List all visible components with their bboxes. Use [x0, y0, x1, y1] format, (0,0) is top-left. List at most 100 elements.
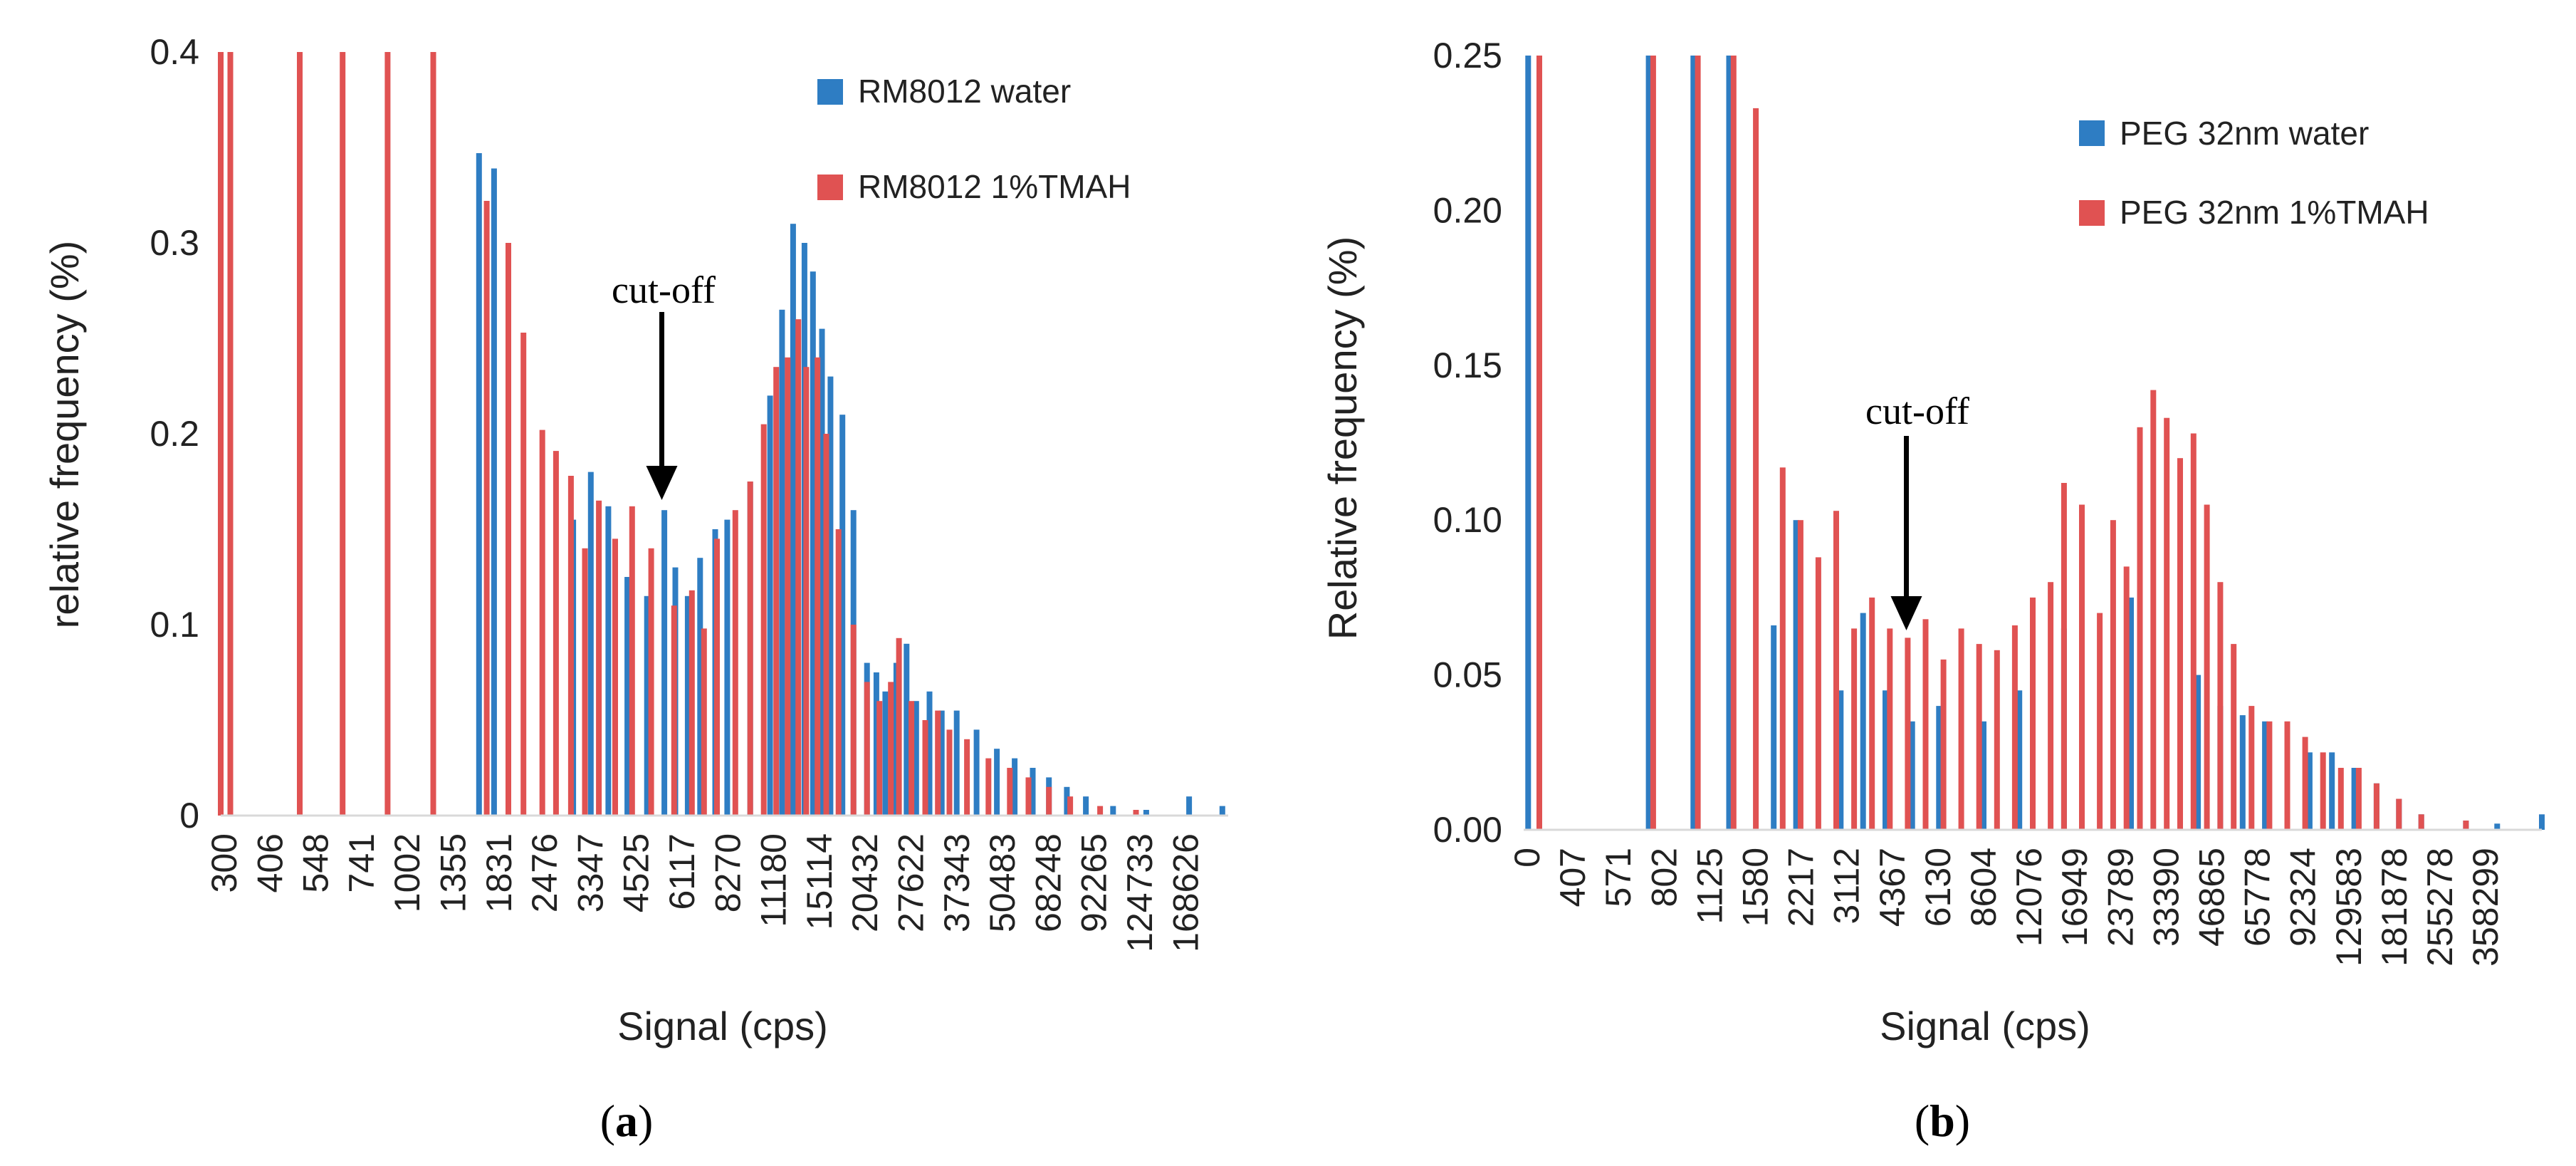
x-tick-label-b-8: 4367 — [1873, 848, 1912, 927]
bar-tmah-a-15 — [629, 506, 635, 816]
bar-tmah-a-34 — [888, 682, 894, 816]
y-axis-title-a: relative frequency (%) — [42, 241, 87, 629]
bar-tmah-b-12 — [1905, 637, 1911, 830]
bar-tmah-a-36 — [909, 701, 915, 816]
bar-tmah-a-8 — [520, 333, 527, 816]
bar-tmah-b-40 — [2355, 768, 2362, 830]
bar-tmah-b-30 — [2190, 433, 2197, 830]
bar-tmah-b-23 — [2097, 613, 2103, 830]
bar-water-a-37 — [1064, 786, 1070, 816]
bar-water-b-5 — [1793, 520, 1799, 830]
bar-tmah-b-42 — [2396, 798, 2402, 830]
bar-tmah-a-43 — [1025, 777, 1032, 816]
bar-water-a-27 — [904, 643, 910, 816]
bar-water-a-6 — [644, 595, 650, 816]
bar-water-a-28 — [913, 701, 919, 816]
x-tick-label-b-6: 2217 — [1781, 848, 1821, 927]
bar-tmah-a-45 — [1067, 796, 1074, 816]
bar-water-b-12 — [2016, 690, 2023, 830]
bar-water-a-7 — [661, 510, 668, 816]
bar-water-a-1 — [491, 168, 497, 816]
x-tick-label-a-8: 3347 — [570, 833, 610, 912]
bar-tmah-b-25 — [2123, 566, 2130, 830]
x-tick-label-a-15: 27622 — [891, 833, 931, 932]
legend-label-tmah-a: RM8012 1%TMAH — [858, 168, 1131, 205]
panel-letter-b: b — [1930, 1095, 1955, 1146]
bar-tmah-b-39 — [2337, 768, 2344, 830]
bar-tmah-b-32 — [2217, 582, 2224, 830]
bar-tmah-a-10 — [553, 451, 559, 816]
bar-tmah-a-33 — [876, 701, 883, 816]
bar-tmah-a-19 — [701, 628, 707, 816]
cutoff-arrow-head-b — [1890, 596, 1922, 630]
x-tick-label-a-3: 741 — [342, 833, 382, 892]
bar-tmah-b-5 — [1779, 467, 1786, 830]
bar-water-a-9 — [684, 595, 691, 816]
x-tick-label-b-3: 802 — [1644, 848, 1684, 907]
bar-tmah-b-10 — [1869, 597, 1875, 830]
bar-tmah-b-3 — [1730, 56, 1737, 830]
x-tick-label-a-10: 6117 — [662, 833, 702, 910]
bar-tmah-a-16 — [648, 548, 654, 816]
bar-water-a-35 — [1030, 768, 1036, 816]
bar-tmah-b-15 — [1958, 628, 1964, 830]
legend-label-tmah-b: PEG 32nm 1%TMAH — [2120, 194, 2429, 231]
x-tick-label-b-9: 6130 — [1918, 848, 1958, 927]
legend-swatch-water-a — [817, 79, 843, 105]
bar-tmah-b-28 — [2164, 417, 2170, 830]
bar-tmah-a-47 — [1133, 810, 1139, 816]
bar-water-b-8 — [1883, 690, 1888, 830]
bar-tmah-a-12 — [582, 548, 588, 816]
bar-tmah-a-17 — [671, 605, 677, 816]
cutoff-annotation-b: cut-off — [1865, 390, 1969, 432]
x-tick-label-a-16: 37343 — [937, 833, 977, 932]
bar-tmah-b-34 — [2248, 706, 2255, 830]
bar-water-a-19 — [819, 328, 825, 816]
bar-water-a-39 — [1110, 806, 1116, 816]
x-tick-label-b-15: 46865 — [2192, 848, 2232, 947]
x-tick-label-b-18: 129583 — [2329, 848, 2369, 967]
x-tick-label-a-20: 124733 — [1120, 833, 1160, 952]
bar-water-a-40 — [1143, 810, 1149, 816]
bar-tmah-b-6 — [1797, 520, 1803, 830]
bar-tmah-a-42 — [1007, 768, 1013, 816]
legend-a: RM8012 water RM8012 1%TMAH — [817, 73, 1131, 205]
x-tick-label-b-2: 571 — [1598, 848, 1638, 907]
bar-water-a-15 — [779, 309, 785, 816]
y-tick-label-b-2: 0.10 — [1433, 500, 1502, 540]
bar-water-b-22 — [2351, 768, 2357, 830]
bar-tmah-b-1 — [1650, 56, 1656, 830]
bar-water-b-11 — [1981, 721, 1986, 830]
bar-water-a-31 — [953, 710, 960, 816]
bar-tmah-b-16 — [1976, 644, 1982, 830]
bar-water-a-29 — [926, 691, 933, 816]
x-tick-label-a-5: 1355 — [434, 833, 473, 912]
bar-tmah-a-14 — [612, 538, 618, 816]
panel-label-b: (b) — [1915, 1095, 1970, 1146]
panel-letter-a: a — [615, 1095, 638, 1146]
bar-water-a-25 — [882, 691, 889, 816]
bar-tmah-b-41 — [2373, 783, 2379, 830]
bar-tmah-b-2 — [1695, 56, 1701, 830]
bar-water-a-30 — [938, 710, 945, 816]
x-tick-label-b-7: 3112 — [1827, 848, 1867, 925]
y-tick-label-a-2: 0.2 — [150, 414, 199, 454]
x-tick-label-a-21: 168626 — [1166, 833, 1205, 952]
bar-tmah-b-8 — [1833, 511, 1839, 830]
bar-tmah-b-35 — [2266, 721, 2273, 830]
bar-water-a-41 — [1186, 796, 1193, 816]
legend-label-water-b: PEG 32nm water — [2120, 115, 2369, 152]
bar-water-b-18 — [2262, 721, 2268, 830]
x-tick-label-a-12: 11180 — [754, 833, 794, 927]
x-tick-label-b-11: 12076 — [2009, 848, 2049, 947]
bar-tmah-a-44 — [1046, 786, 1052, 816]
x-tick-label-a-9: 4525 — [617, 833, 656, 912]
x-tick-label-b-19: 181878 — [2375, 848, 2414, 967]
bar-tmah-a-9 — [539, 430, 545, 816]
y-tick-label-a-3: 0.3 — [150, 223, 199, 263]
x-tick-label-a-2: 548 — [296, 833, 336, 892]
bar-tmah-b-33 — [2231, 644, 2237, 830]
y-tick-label-b-3: 0.15 — [1433, 345, 1502, 385]
bar-water-b-9 — [1909, 721, 1915, 830]
bar-tmah-a-20 — [714, 538, 720, 816]
